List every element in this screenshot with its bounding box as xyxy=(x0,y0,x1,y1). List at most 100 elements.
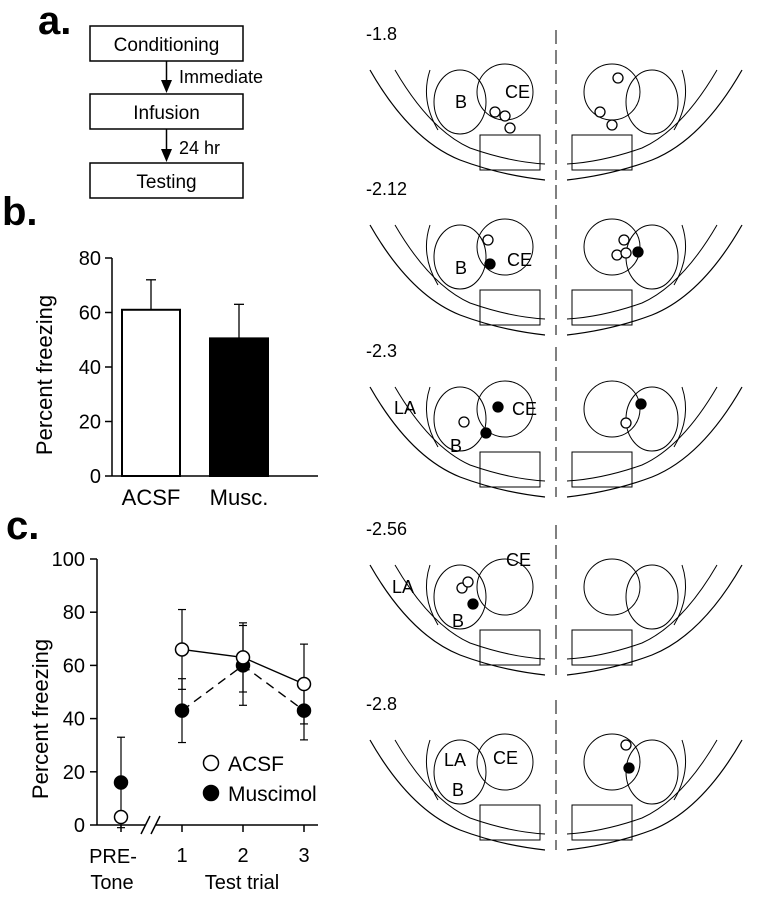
legend-label-acsf: ACSF xyxy=(228,753,284,776)
nucleus-outline-ce-right xyxy=(583,63,641,121)
panel-c-pre-label-1: PRE- xyxy=(89,846,137,868)
x-category-label: Musc. xyxy=(210,485,269,505)
nucleus-outline-ce-right xyxy=(583,733,641,791)
nucleus-outline-la-right xyxy=(673,386,687,448)
structure-outline-right xyxy=(571,451,633,488)
nucleus-outline-ce-right xyxy=(583,558,641,616)
legend-marker-acsf xyxy=(202,754,220,772)
structure-outline-left xyxy=(479,451,541,488)
panel-b-label: b. xyxy=(2,195,38,234)
region-label-ce: CE xyxy=(506,550,531,570)
step-box-conditioning xyxy=(89,25,244,62)
placement-marker-muscimol xyxy=(635,398,647,410)
step-label-conditioning: Conditioning xyxy=(114,35,220,56)
bar-musc xyxy=(209,337,269,477)
y-tick-label: 80 xyxy=(63,602,85,624)
nucleus-outline-ce-right xyxy=(583,380,641,438)
region-label-ce: CE xyxy=(493,748,518,768)
placement-marker-acsf xyxy=(611,249,623,261)
placement-marker-muscimol xyxy=(623,762,635,774)
y-tick-label: 100 xyxy=(52,549,85,571)
panel-c-xlabel: Test trial xyxy=(205,872,279,894)
y-tick-label: 80 xyxy=(79,248,101,270)
placement-marker-acsf xyxy=(620,739,632,751)
structure-outline-left xyxy=(479,804,541,841)
nucleus-outline-la-right xyxy=(673,69,687,131)
region-label-la: LA xyxy=(394,398,416,418)
nucleus-outline-la-left xyxy=(425,564,439,626)
panel-a-label: a. xyxy=(38,0,71,43)
structure-outline-left xyxy=(479,629,541,666)
x-tick-label: 1 xyxy=(176,845,187,867)
atlas-outline-right xyxy=(566,224,743,336)
x-category-label: ACSF xyxy=(122,485,181,505)
atlas-outline-left xyxy=(369,69,546,181)
structure-outline-right xyxy=(571,134,633,171)
nucleus-outline-ce-left xyxy=(476,380,534,438)
panel-c-label: c. xyxy=(6,505,39,548)
nucleus-outline-b-right xyxy=(625,386,679,452)
structure-outline-right xyxy=(571,289,633,326)
nucleus-outline-b-right xyxy=(625,69,679,135)
panel-c-plot-area: 0 20 40 60 80 100 1 2 3 xyxy=(52,549,318,867)
nucleus-outline-la-left xyxy=(425,69,439,131)
y-tick-label: 20 xyxy=(79,412,101,434)
placement-marker-acsf xyxy=(489,106,501,118)
placement-marker-acsf xyxy=(482,234,494,246)
step-box-testing xyxy=(89,162,244,199)
nucleus-outline-ce-right xyxy=(583,218,641,276)
atlas-outline-left xyxy=(369,739,546,851)
y-tick-label: 40 xyxy=(63,709,85,731)
region-label-la: LA xyxy=(392,577,414,597)
nucleus-outline-ce-left xyxy=(476,558,534,616)
region-label-ce: CE xyxy=(505,82,530,102)
nucleus-outline-la-left xyxy=(425,224,439,286)
panel-b-ylabel: Percent freezing xyxy=(32,295,57,455)
structure-outline-left xyxy=(479,289,541,326)
data-point-acsf xyxy=(174,642,190,657)
atlas-inner-left xyxy=(394,224,546,320)
atlas-outline-right xyxy=(566,69,743,181)
data-point-muscimol xyxy=(113,775,129,790)
x-tick-label: 3 xyxy=(298,845,309,867)
atlas-inner-right xyxy=(566,386,718,482)
atlas-section-4: -2.56 LA B CE xyxy=(366,519,743,676)
atlas-inner-left xyxy=(394,69,546,165)
nucleus-outline-la-left xyxy=(425,386,439,448)
atlas-inner-left xyxy=(394,739,546,835)
region-label-b: B xyxy=(452,780,464,800)
region-label-b: B xyxy=(450,436,462,456)
panel-b-plot-area: 0 20 40 60 80 ACSF Musc. xyxy=(79,248,318,505)
atlas-inner-right xyxy=(566,69,718,165)
atlas-level-label: -2.3 xyxy=(366,341,397,361)
region-label-ce: CE xyxy=(507,250,532,270)
placement-marker-acsf xyxy=(618,234,630,246)
nucleus-outline-la-right xyxy=(673,739,687,801)
region-label-la: LA xyxy=(444,750,466,770)
placement-marker-muscimol xyxy=(467,598,479,610)
panel-b-bar-chart: b. Percent freezing 0 20 40 60 80 ACSF Musc. xyxy=(2,195,318,505)
region-label-b: B xyxy=(452,611,464,631)
atlas-inner-left xyxy=(394,564,546,660)
atlas-outline-right xyxy=(566,386,743,498)
structure-outline-left xyxy=(479,134,541,171)
bar-acsf xyxy=(121,308,181,478)
atlas-outline-right xyxy=(566,564,743,676)
atlas-inner-right xyxy=(566,564,718,660)
atlas-outline-left xyxy=(369,224,546,336)
atlas-outline-left xyxy=(369,564,546,676)
panel-c-line-chart: c. Percent freezing PRE- Tone Test trial… xyxy=(6,505,318,894)
nucleus-outline-ce-left xyxy=(476,733,534,791)
atlas-section-3: -2.3 LA B CE xyxy=(366,341,743,498)
atlas-level-label: -1.8 xyxy=(366,24,397,44)
data-point-muscimol xyxy=(174,703,190,718)
placement-marker-acsf xyxy=(612,72,624,84)
atlas-outline-right xyxy=(566,739,743,851)
region-label-ce: CE xyxy=(512,399,537,419)
arrow-head-1 xyxy=(161,80,172,93)
legend-label-muscimol: Muscimol xyxy=(228,783,317,806)
step-box-infusion xyxy=(89,93,244,130)
y-tick-label: 0 xyxy=(74,815,85,837)
placement-marker-acsf xyxy=(462,576,474,588)
placement-marker-muscimol xyxy=(632,246,644,258)
